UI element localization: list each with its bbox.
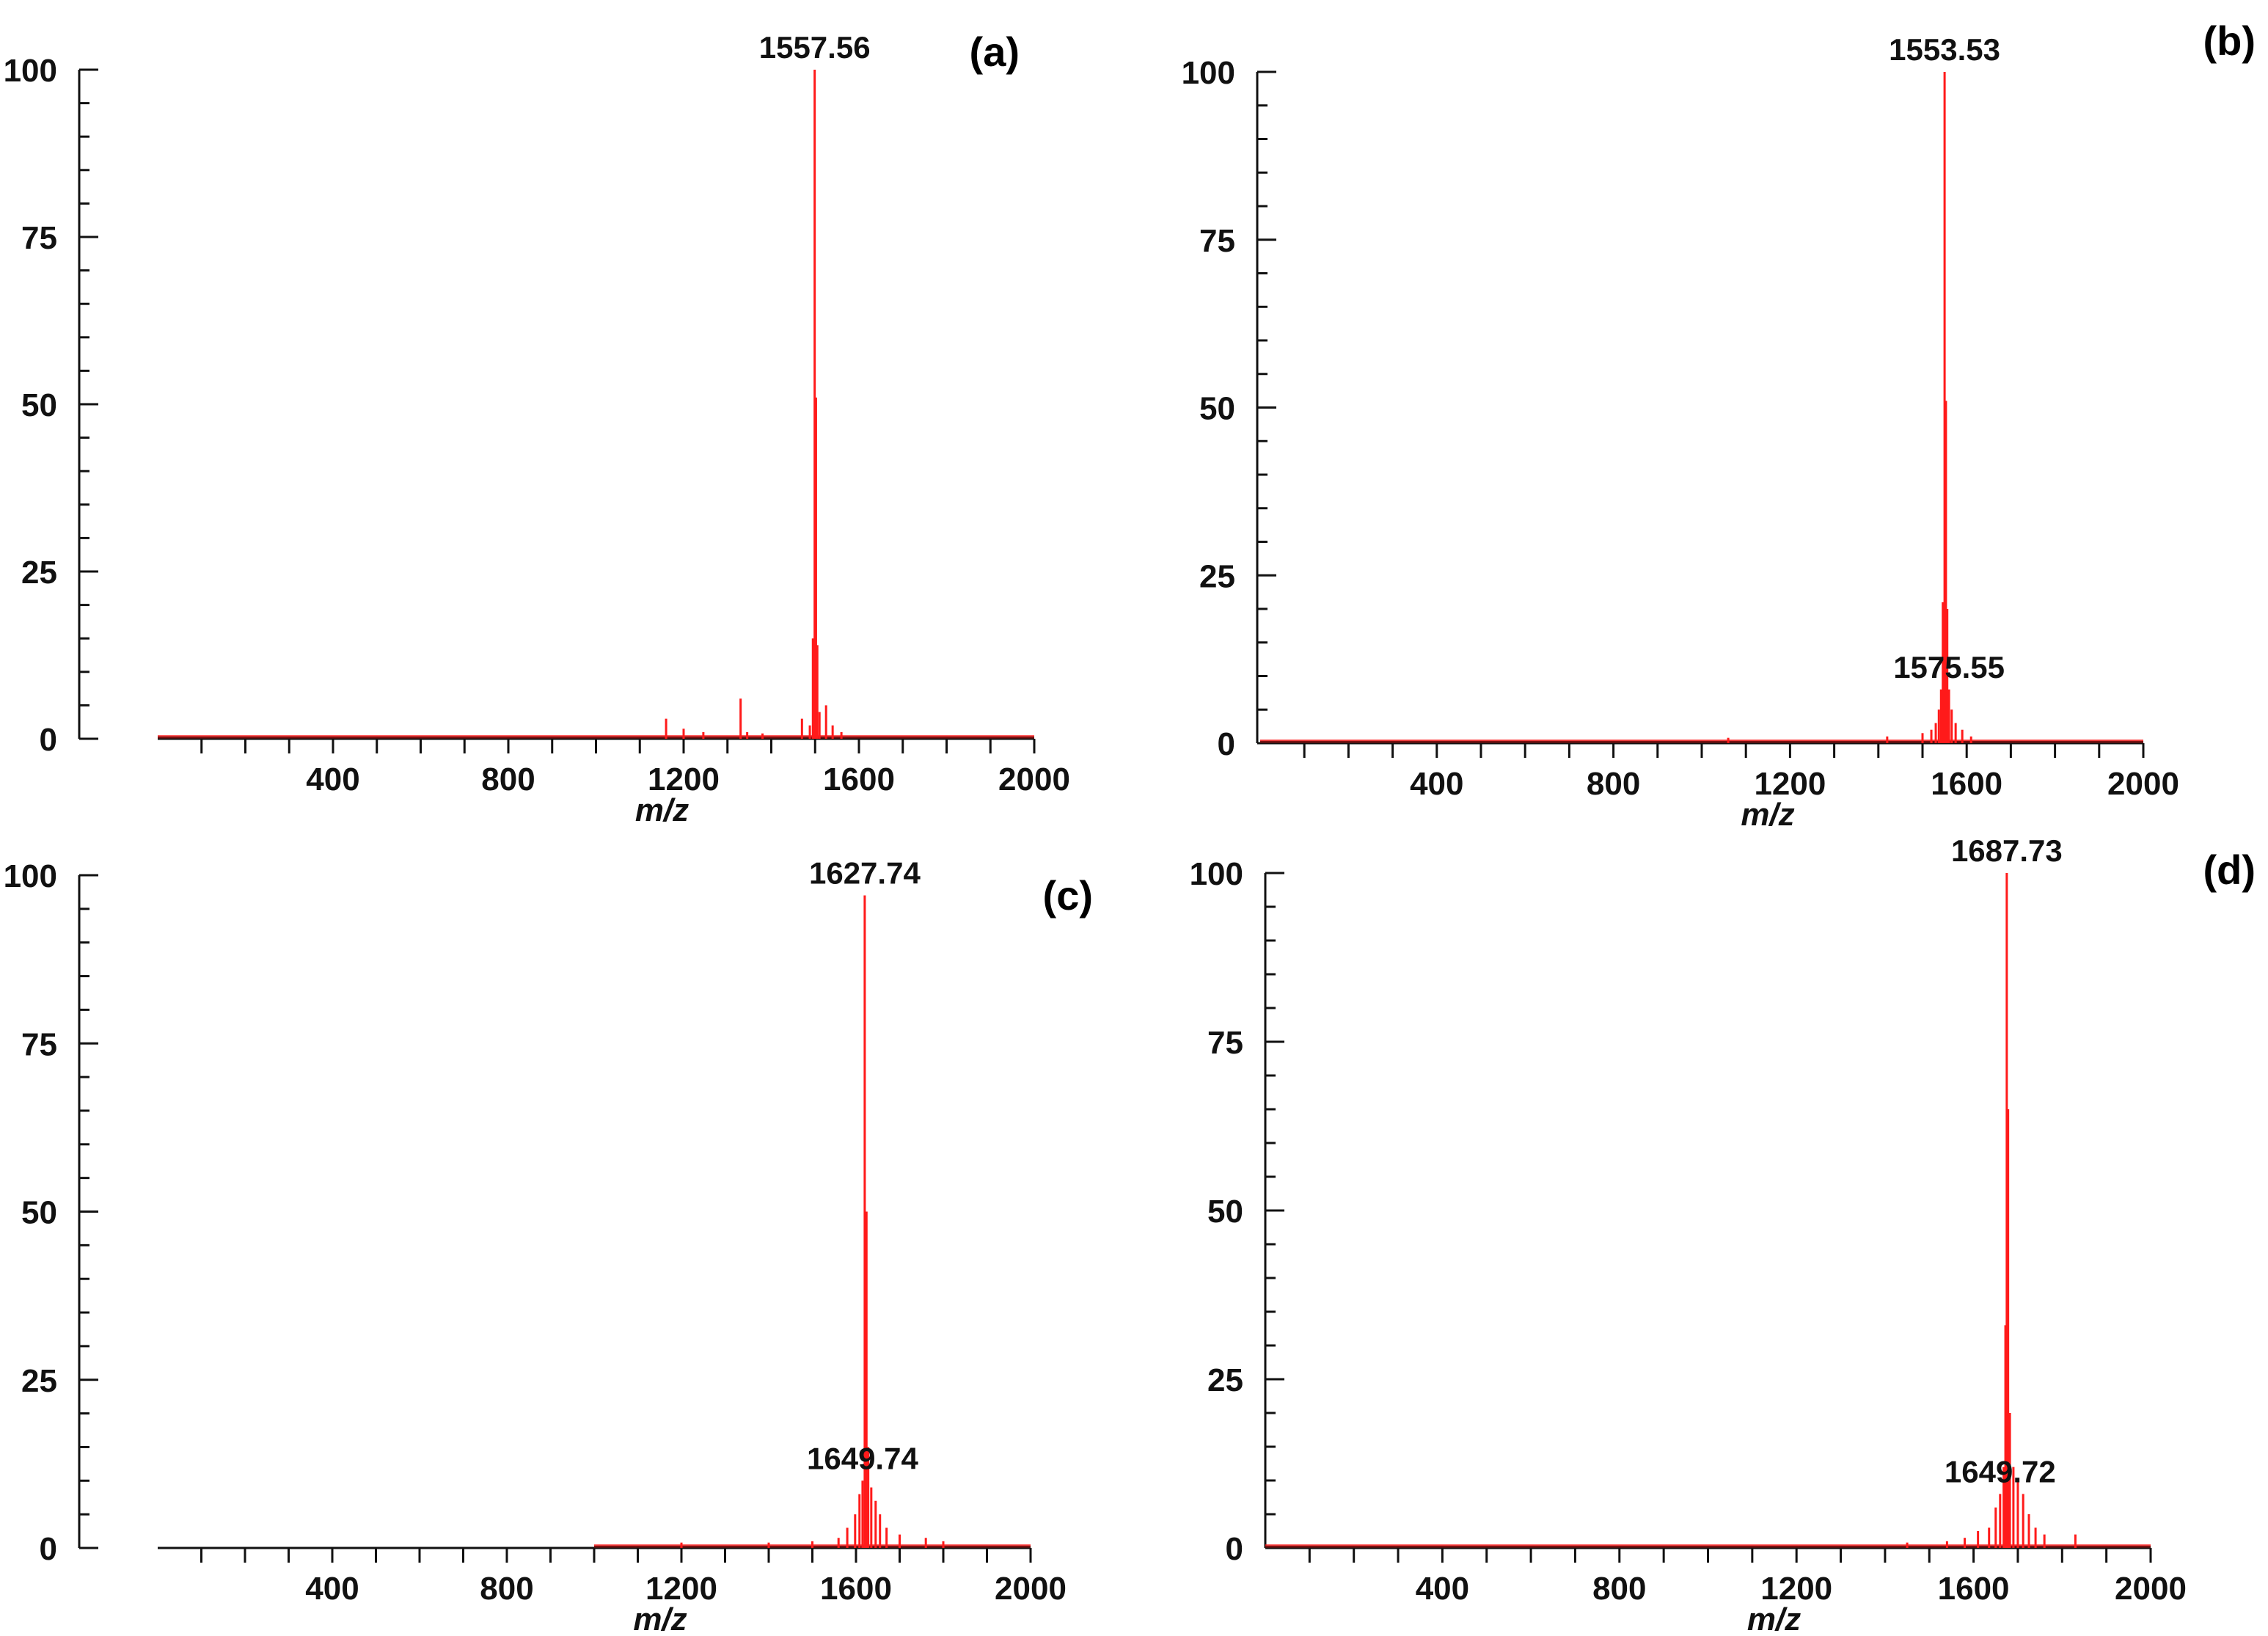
x-tick-label: 800 xyxy=(1587,766,1640,802)
x-tick-label: 400 xyxy=(306,762,359,797)
y-tick-label: 25 xyxy=(21,1363,57,1399)
y-tick-label: 0 xyxy=(1226,1531,1243,1567)
spectrum-panel: 0 25 50 75 100 400 800 1200 1600 2000 m/z 1627.74 16… xyxy=(4,856,1093,1636)
x-tick-label: 1200 xyxy=(645,1571,717,1607)
peak-label: 1553.53 xyxy=(1889,32,2000,67)
panel-label: (b) xyxy=(2203,18,2256,64)
y-tick-label: 0 xyxy=(1218,726,1235,762)
x-tick-label: 1200 xyxy=(648,762,720,797)
peak-label: 1627.74 xyxy=(809,856,921,891)
x-tick-label: 2000 xyxy=(998,762,1070,797)
x-tick-label: 800 xyxy=(480,1571,533,1607)
peak-label: 1575.55 xyxy=(1893,650,2005,684)
x-tick-label: 400 xyxy=(1416,1571,1469,1607)
y-tick-label: 0 xyxy=(40,1531,57,1567)
y-tick-label: 75 xyxy=(1199,223,1235,259)
y-tick-label: 75 xyxy=(21,1026,57,1062)
y-tick-label: 25 xyxy=(21,555,57,591)
y-tick-label: 100 xyxy=(4,858,57,894)
peak-label: 1649.72 xyxy=(1945,1454,2056,1489)
x-tick-label: 1200 xyxy=(1754,766,1826,802)
y-tick-label: 50 xyxy=(21,387,57,423)
y-tick-label: 100 xyxy=(4,53,57,89)
x-tick-label: 400 xyxy=(305,1571,359,1607)
x-axis-title: m/z xyxy=(1741,797,1794,833)
x-tick-label: 1200 xyxy=(1760,1571,1832,1607)
spectrum-panel: 0 25 50 75 100 400 800 1200 1600 2000 m/z 1687.73 16… xyxy=(1190,833,2256,1636)
x-tick-label: 2000 xyxy=(995,1571,1067,1607)
peak-label: 1557.56 xyxy=(759,30,871,65)
spectrum-panel: 0 25 50 75 100 400 800 1200 1600 2000 m/z 1553.53 15… xyxy=(1182,18,2256,833)
x-tick-label: 1600 xyxy=(1938,1571,2010,1607)
x-tick-label: 400 xyxy=(1410,766,1463,802)
y-tick-label: 50 xyxy=(1207,1194,1243,1230)
x-tick-label: 1600 xyxy=(1931,766,2002,802)
x-axis-title: m/z xyxy=(635,792,689,828)
x-axis-title: m/z xyxy=(1747,1602,1801,1636)
y-tick-label: 50 xyxy=(21,1195,57,1231)
x-tick-label: 800 xyxy=(1592,1571,1646,1607)
panel-label: (d) xyxy=(2203,847,2256,893)
y-tick-label: 75 xyxy=(21,220,57,256)
y-tick-label: 75 xyxy=(1207,1025,1243,1061)
x-tick-label: 800 xyxy=(481,762,535,797)
panel-label: (c) xyxy=(1043,872,1093,919)
y-tick-label: 100 xyxy=(1182,55,1235,91)
y-tick-label: 25 xyxy=(1199,558,1235,594)
spectrum-panel: 0 25 50 75 100 400 800 1200 1600 2000 m/z 1557.56 (a… xyxy=(4,29,1070,828)
y-tick-label: 100 xyxy=(1190,856,1243,892)
y-tick-label: 25 xyxy=(1207,1362,1243,1398)
y-tick-label: 0 xyxy=(40,722,57,758)
peak-label: 1687.73 xyxy=(1951,833,2063,868)
peak-label: 1649.74 xyxy=(807,1441,918,1475)
x-tick-label: 1600 xyxy=(823,762,895,797)
x-axis-title: m/z xyxy=(633,1602,687,1636)
x-tick-label: 2000 xyxy=(2107,766,2179,802)
x-tick-label: 2000 xyxy=(2115,1571,2187,1607)
panel-label: (a) xyxy=(970,29,1020,75)
x-tick-label: 1600 xyxy=(820,1571,892,1607)
y-tick-label: 50 xyxy=(1199,391,1235,427)
